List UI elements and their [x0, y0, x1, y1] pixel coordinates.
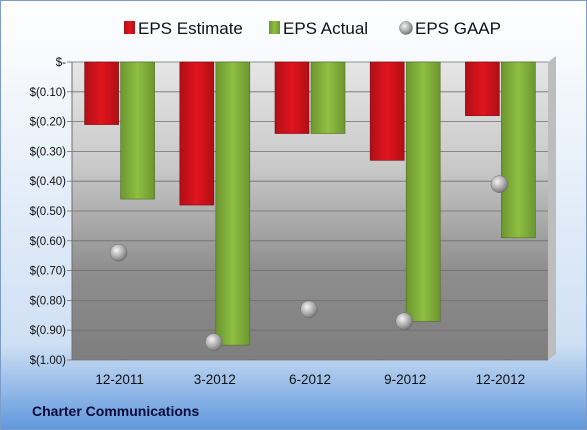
marker-eps-gaap [395, 312, 413, 331]
y-tick-label: $- [56, 57, 66, 69]
company-name: Charter Communications [32, 403, 199, 419]
bar-eps-estimate [369, 61, 405, 161]
x-tick-label: 12-2011 [95, 372, 144, 387]
x-tick-label: 3-2012 [194, 372, 236, 387]
legend-eps-estimate: EPS Estimate [124, 19, 243, 38]
x-tick-label: 9-2012 [384, 372, 426, 387]
legend-eps-actual: EPS Actual [269, 19, 368, 38]
legend-swatch [124, 21, 135, 34]
y-tick-label: $(0.80) [30, 295, 67, 307]
x-tick-label: 6-2012 [289, 372, 331, 387]
y-tick-label: $(0.20) [30, 117, 67, 129]
marker-eps-gaap [205, 333, 223, 351]
plot-side-wall [548, 56, 556, 360]
legend-eps-gaap: EPS GAAP [399, 19, 501, 38]
plot-area: $- $(0.10) $(0.20) $(0.30) $(0.40) $(0.50) $(0… [30, 56, 556, 387]
bar-eps-estimate [465, 61, 500, 116]
y-tick-label: $(0.50) [30, 206, 67, 218]
bar-eps-actual [215, 61, 251, 346]
y-tick-label: $(1.00) [30, 355, 67, 367]
bar-eps-actual [310, 61, 346, 134]
y-tick-label: $(0.40) [30, 176, 67, 188]
bar-eps-estimate [84, 61, 119, 125]
legend: EPS Estimate EPS Actual EPS GAAP [124, 19, 501, 38]
bar-eps-actual [405, 61, 441, 322]
legend-swatch [269, 21, 280, 34]
legend-label: EPS GAAP [415, 19, 501, 38]
y-tick-label: $(0.10) [30, 87, 67, 99]
marker-eps-gaap [490, 175, 509, 193]
bar-eps-estimate [274, 61, 310, 134]
legend-label: EPS Actual [283, 19, 368, 38]
bar-eps-estimate [179, 61, 215, 206]
y-tick-label: $(0.70) [30, 266, 67, 278]
marker-eps-gaap [300, 300, 318, 319]
legend-swatch [399, 21, 413, 35]
marker-eps-gaap [109, 243, 128, 262]
bar-eps-actual [120, 61, 155, 200]
y-tick-label: $(0.90) [30, 325, 67, 337]
x-tick-label: 12-2012 [476, 372, 526, 387]
y-tick-label: $(0.60) [30, 236, 67, 248]
bar-eps-actual [501, 61, 536, 239]
legend-label: EPS Estimate [138, 19, 243, 38]
y-tick-label: $(0.30) [30, 146, 67, 158]
